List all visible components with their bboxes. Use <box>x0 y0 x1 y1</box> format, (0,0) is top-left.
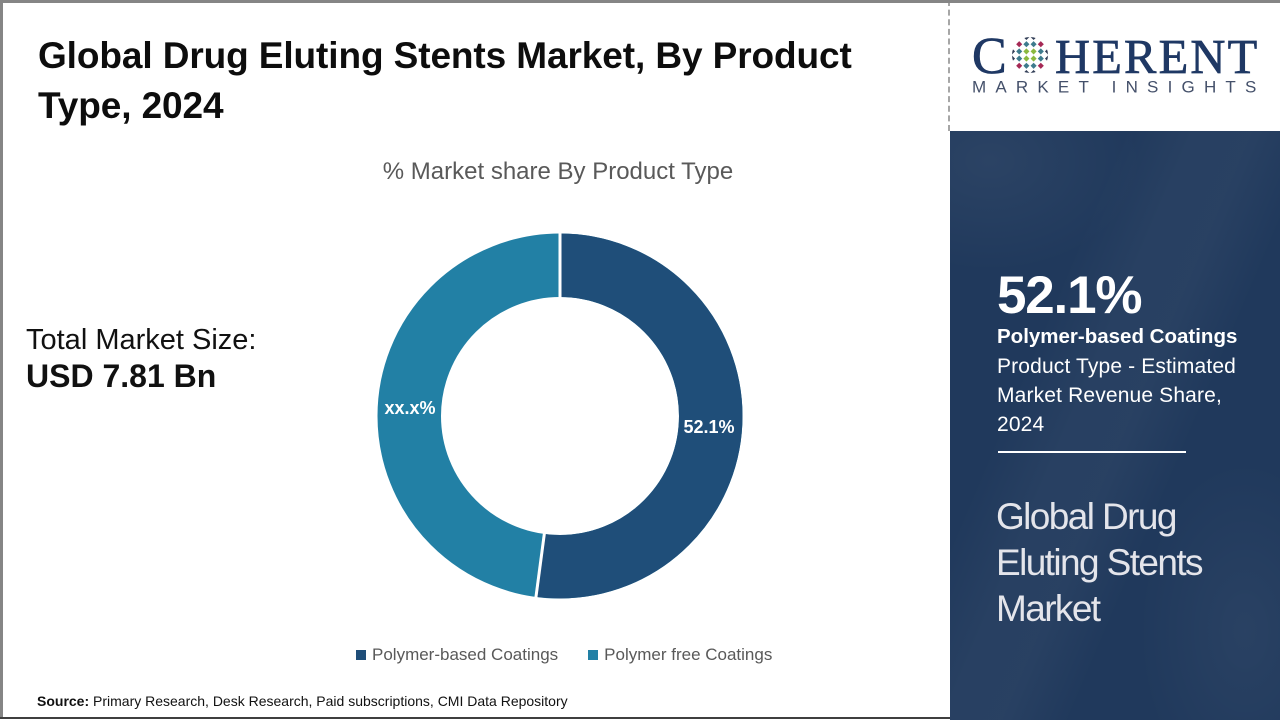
svg-text:MARKET INSIGHTS: MARKET INSIGHTS <box>972 78 1266 97</box>
svg-text:xx.x%: xx.x% <box>384 398 435 418</box>
svg-text:C: C <box>972 28 1007 85</box>
svg-text:52.1%: 52.1% <box>683 417 734 437</box>
svg-text:HERENT: HERENT <box>1055 31 1259 84</box>
